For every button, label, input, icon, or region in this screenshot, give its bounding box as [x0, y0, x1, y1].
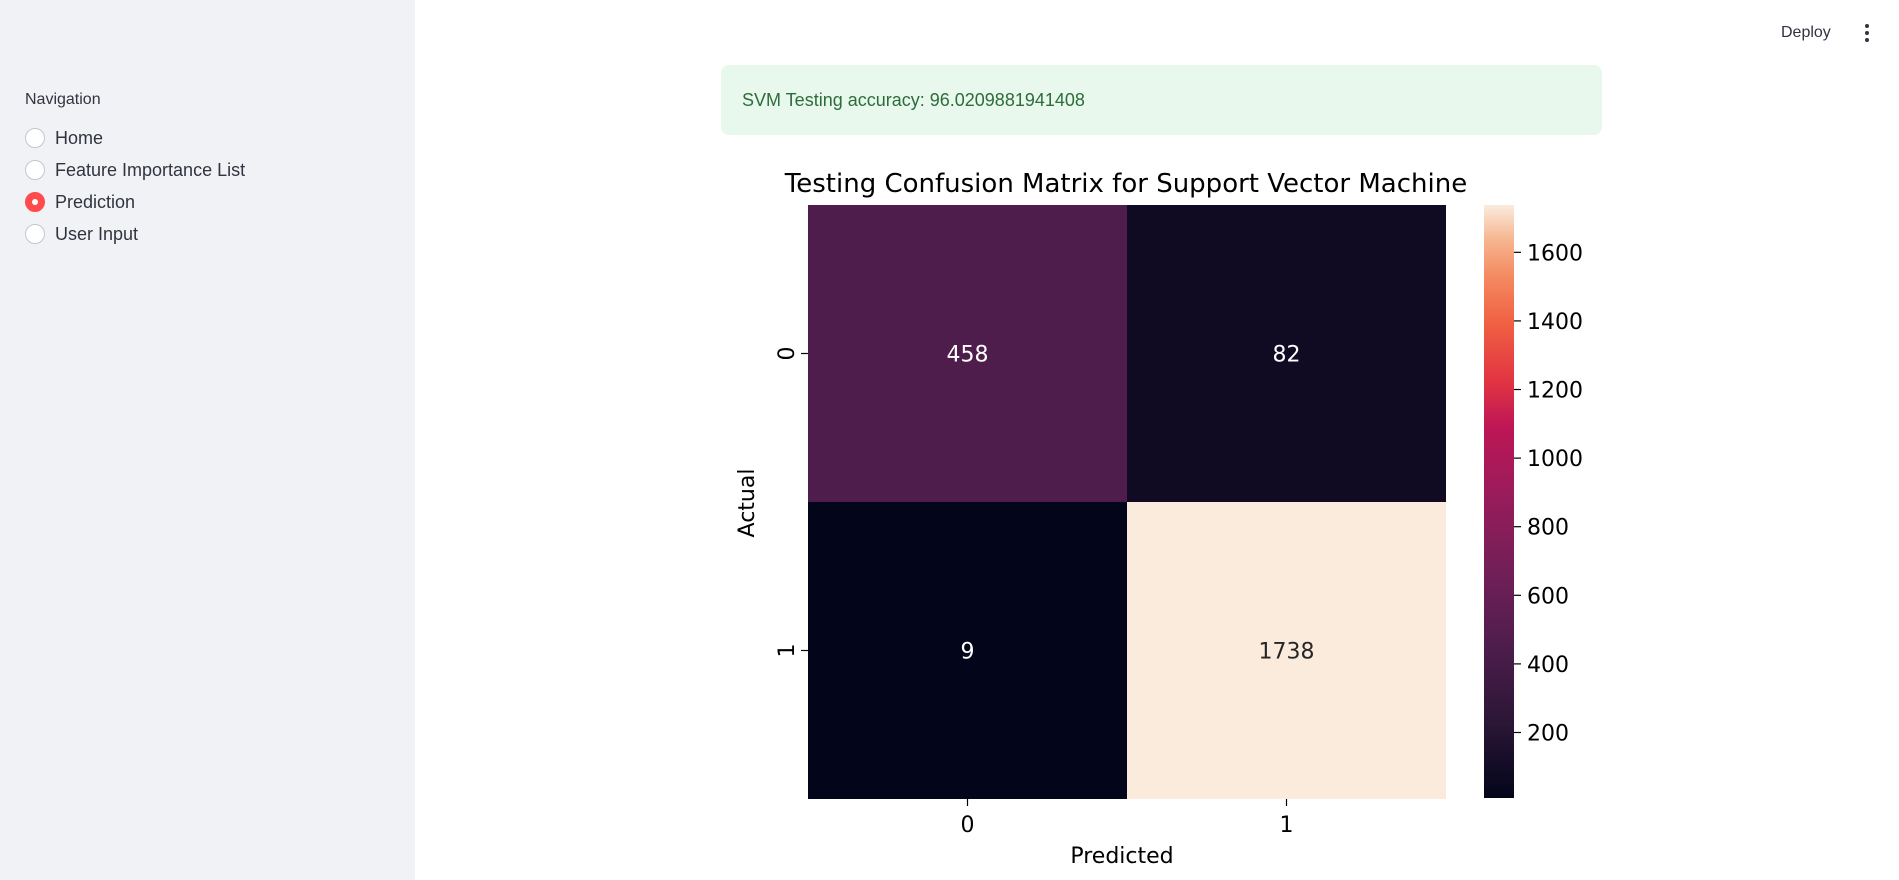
nav-radio-label: Prediction — [55, 191, 136, 212]
cell-value-label: 9 — [961, 640, 975, 665]
x-tick-label: 1 — [1280, 813, 1294, 838]
colorbar-tick-label: 600 — [1527, 584, 1569, 609]
nav-radio-label: User Input — [55, 223, 139, 244]
sidebar: Navigation Home Feature Importance List Pr… — [0, 0, 415, 880]
cell-value-label: 82 — [1273, 343, 1301, 368]
colorbar-tick-label: 200 — [1527, 721, 1569, 746]
heatmap-cell-0-1 — [1127, 205, 1446, 502]
heatmap-cell-0-0 — [808, 205, 1127, 502]
y-tick-label: 0 — [775, 347, 800, 361]
y-axis-label: Actual — [735, 469, 760, 538]
confusion-matrix-chart: Testing Confusion Matrix for Support Vec… — [735, 169, 1583, 869]
x-tick-label: 0 — [961, 813, 975, 838]
x-axis-label: Predicted — [1070, 844, 1173, 869]
colorbar-tick-label: 1200 — [1527, 379, 1583, 404]
radio-checked-icon[interactable] — [25, 192, 45, 212]
nav-radio-label: Home — [55, 127, 104, 148]
y-tick-label: 1 — [775, 644, 800, 658]
chart-title: Testing Confusion Matrix for Support Vec… — [784, 169, 1467, 199]
colorbar-tick-label: 1000 — [1527, 447, 1583, 472]
nav-radio-user-input[interactable]: User Input — [25, 218, 245, 250]
heatmap-cell-1-0 — [808, 502, 1127, 799]
colorbar-tick-label: 400 — [1527, 653, 1569, 678]
nav-radio-label: Feature Importance List — [55, 159, 246, 180]
colorbar — [1484, 205, 1514, 798]
radio-unchecked-icon[interactable] — [25, 160, 45, 180]
radio-unchecked-icon[interactable] — [25, 128, 45, 148]
deploy-button[interactable]: Deploy — [1767, 20, 1845, 46]
success-alert: SVM Testing accuracy: 96.0209881941408 — [721, 65, 1602, 135]
colorbar-tick-label: 1400 — [1527, 310, 1583, 335]
nav-radio-home[interactable]: Home — [25, 122, 245, 154]
nav-radio-prediction[interactable]: Prediction — [25, 186, 245, 218]
radio-unchecked-icon[interactable] — [25, 224, 45, 244]
cell-value-label: 458 — [947, 343, 989, 368]
colorbar-tick-label: 1600 — [1527, 241, 1583, 266]
cell-value-label: 1738 — [1259, 640, 1315, 665]
nav-radio-feature-importance-list[interactable]: Feature Importance List — [25, 154, 245, 186]
kebab-menu-icon[interactable] — [1858, 20, 1876, 46]
colorbar-tick-label: 800 — [1527, 516, 1569, 541]
heatmap-cell-1-1 — [1127, 502, 1446, 799]
navigation-radio-group: Home Feature Importance List Prediction Use… — [25, 122, 245, 250]
accuracy-text: SVM Testing accuracy: 96.0209881941408 — [742, 89, 1085, 110]
navigation-label: Navigation — [25, 91, 101, 108]
